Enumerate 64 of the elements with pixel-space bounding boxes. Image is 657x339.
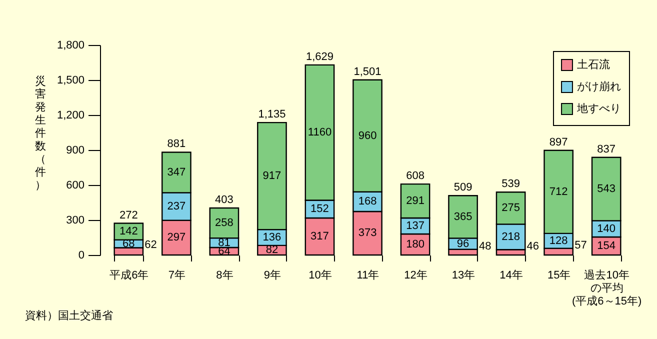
total-label: 897	[549, 136, 568, 148]
y-tick-label: 1,500	[56, 74, 84, 86]
data-label: 168	[358, 196, 377, 208]
data-label: 347	[167, 166, 186, 178]
data-label: 46	[526, 240, 540, 253]
data-label: 365	[454, 210, 472, 223]
data-label: 62	[144, 238, 157, 251]
x-tick-label: 11年	[356, 270, 380, 282]
data-label: 291	[406, 195, 424, 208]
data-label: 140	[597, 222, 616, 235]
x-tick-label: 14年	[500, 270, 523, 282]
data-label: 373	[358, 227, 377, 240]
legend-label: がけ崩れ	[577, 80, 621, 93]
x-tick-label: 過去10年の平均(平成6～15年)	[572, 268, 642, 308]
total-label: 1,629	[306, 50, 334, 63]
legend-label: 土石流	[577, 58, 610, 71]
legend-label: 地すべり	[576, 102, 621, 115]
x-tick-label: 平成6年	[110, 268, 149, 282]
total-label: 509	[454, 182, 472, 194]
data-label: 136	[262, 232, 282, 244]
data-label: 57	[574, 239, 587, 252]
data-label: 297	[167, 232, 186, 244]
text: 資料）国土交通省	[25, 309, 113, 322]
data-label: 712	[549, 186, 568, 198]
x-tick-label: 12年	[404, 270, 428, 282]
total-label: 1,135	[258, 108, 286, 121]
data-label: 275	[502, 202, 520, 214]
data-label: 543	[597, 183, 616, 196]
total-label: 272	[119, 209, 138, 222]
data-label: 81	[218, 236, 230, 249]
total-label: 881	[167, 138, 186, 150]
data-label: 960	[358, 130, 377, 142]
data-label: 917	[262, 170, 282, 182]
data-label: 48	[479, 240, 492, 252]
data-label: 218	[502, 230, 520, 243]
total-label: 403	[215, 194, 234, 206]
y-tick-label: 1,200	[56, 110, 84, 122]
x-tick-label: 9年	[264, 270, 282, 282]
x-tick-label: 10年	[308, 270, 332, 282]
data-label: 317	[310, 230, 329, 243]
x-tick-label: 13年	[452, 270, 476, 282]
data-label: 96	[456, 238, 470, 250]
x-tick-label: 15年	[547, 270, 571, 282]
y-tick-label: 900	[66, 144, 84, 156]
text: 災害発生件数（件）	[35, 76, 46, 192]
y-tick-label: 1,800	[56, 40, 84, 52]
y-tick-label: 300	[66, 214, 84, 226]
data-label: 1160	[308, 126, 332, 139]
data-label: 142	[119, 226, 138, 238]
data-label: 258	[215, 217, 234, 230]
x-tick-label: 8年	[216, 270, 234, 282]
data-label: 180	[406, 238, 424, 250]
y-tick-label: 0	[78, 250, 84, 262]
total-label: 608	[406, 170, 424, 182]
total-label: 837	[597, 143, 616, 156]
data-label: 237	[167, 200, 186, 213]
data-label: 152	[310, 203, 329, 216]
data-label: 128	[549, 234, 568, 247]
total-label: 539	[502, 178, 520, 190]
y-tick-label: 600	[66, 180, 84, 192]
x-tick-label: 7年	[168, 270, 186, 282]
data-label: 137	[406, 220, 424, 232]
data-label: 154	[597, 240, 616, 252]
total-label: 1,501	[354, 66, 382, 78]
